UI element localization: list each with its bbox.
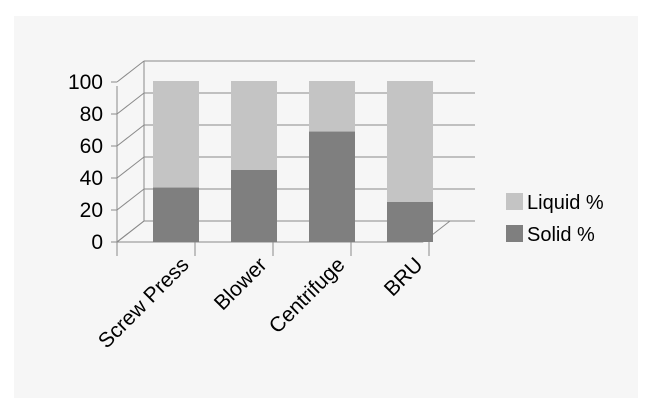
legend-label: Solid % [527,224,595,246]
bar-screw-press-solid [153,186,199,242]
bar-blower-solid [231,169,277,242]
bar-bru-solid [387,201,433,242]
gridline-side-0 [116,220,145,243]
y-tick-label: 20 [80,199,103,222]
x-category-label: BRU [380,253,428,301]
gridline-side-60 [116,124,145,147]
legend: Liquid % Solid % [506,192,604,246]
x-category-label: Blower [210,253,272,315]
x-category-label: Screw Press [94,253,194,353]
y-tick-label: 0 [91,231,103,254]
bar-screw-press-liquid [153,81,199,188]
y-tick-label: 60 [80,135,103,158]
gridline-side-40 [116,156,145,179]
legend-swatch [506,225,523,242]
legend-swatch [506,193,523,210]
legend-label: Liquid % [527,192,604,214]
bar-centrifuge-liquid [309,81,355,132]
gridline-side-100 [116,60,145,83]
y-tick-label: 100 [68,71,103,94]
x-category-label: Centrifuge [265,253,350,338]
bar-centrifuge-solid [309,130,355,242]
y-tick-label: 40 [80,167,103,190]
y-axis-tick-labels: 0 20 40 60 80 100 [68,71,103,254]
y-tick-label: 80 [80,103,103,126]
gridline-side-80 [116,92,145,115]
bar-blower-liquid [231,81,277,170]
bar-layer [153,81,433,242]
bar-bru-liquid [387,81,433,202]
gridline-side-20 [116,188,145,211]
